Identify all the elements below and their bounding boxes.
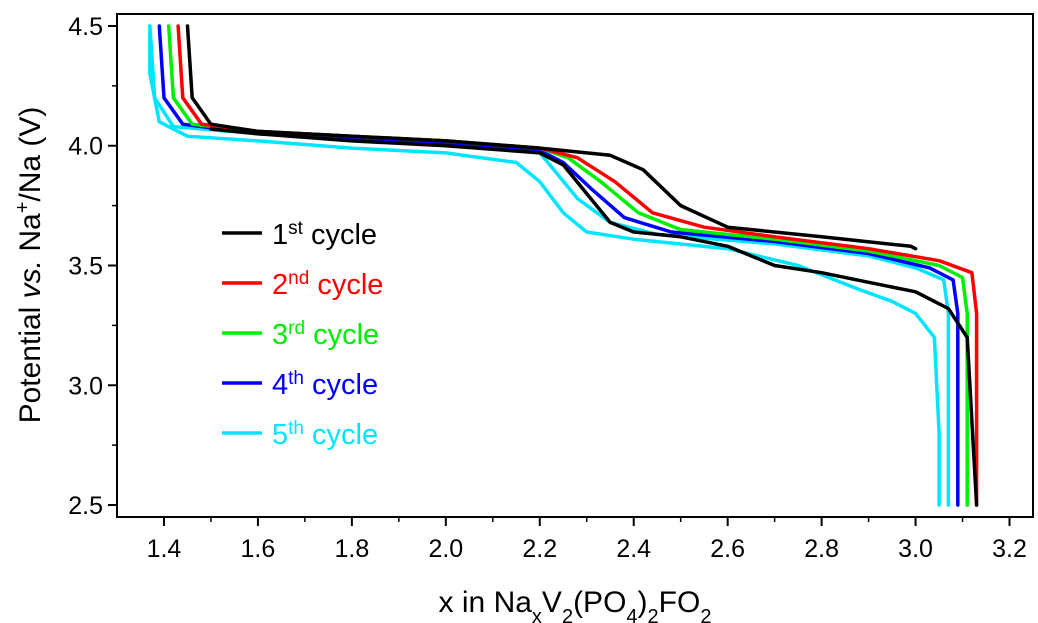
legend-label: 1st cycle (272, 218, 377, 252)
y-tick-label: 3.5 (68, 253, 103, 281)
tick-labels: 1.4 1.6 1.8 2.0 2.2 2.4 2.6 2.8 3.0 3.2 2.5 3.0 3.5 4… (68, 13, 1027, 563)
legend: 1st cycle 2nd cycle 3rd cycle 4th cycle 5th … (222, 218, 383, 452)
axis-ticks (108, 24, 1011, 526)
x-tick-label: 2.4 (616, 535, 651, 563)
x-tick-label: 2.0 (428, 535, 463, 563)
series-line-charge (148, 24, 951, 507)
y-axis-title: Potential vs. Na+/Na (V) (12, 107, 47, 424)
series-line-discharge (148, 24, 941, 507)
x-tick-label: 1.4 (147, 535, 182, 563)
x-tick-label: 2.6 (710, 535, 745, 563)
legend-label: 3rd cycle (272, 318, 379, 352)
series-line-charge (185, 24, 918, 251)
series-line-discharge (209, 127, 979, 507)
plot-area (148, 24, 979, 507)
legend-label: 2nd cycle (272, 268, 383, 302)
x-tick-label: 2.8 (804, 535, 839, 563)
x-axis-title: x in NaxV2(PO4)2FO2 (439, 586, 712, 623)
y-tick-label: 4.5 (68, 13, 103, 41)
y-tick-label: 3.0 (68, 372, 103, 400)
x-tick-label: 2.2 (522, 535, 557, 563)
y-tick-label: 2.5 (68, 492, 103, 520)
x-tick-label: 3.2 (992, 535, 1027, 563)
legend-label: 5th cycle (272, 418, 378, 452)
x-tick-label: 1.6 (241, 535, 276, 563)
plot-frame (116, 13, 1034, 518)
legend-label: 4th cycle (272, 368, 378, 402)
x-tick-label: 1.8 (334, 535, 369, 563)
x-tick-label: 3.0 (898, 535, 933, 563)
y-tick-label: 4.0 (68, 133, 103, 161)
